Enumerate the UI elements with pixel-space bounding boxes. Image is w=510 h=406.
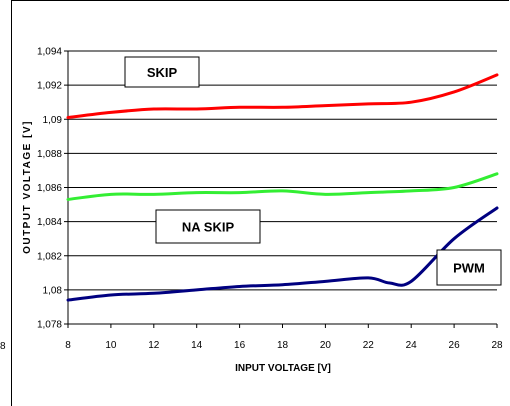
annotation-boxes: SKIP NA SKIP PWM (124, 56, 502, 286)
y-tick-label: 1,086 (37, 183, 62, 194)
chart-frame (11, 0, 509, 406)
y-tick-label: 1,092 (37, 81, 62, 92)
y-tick-label: 1,088 (37, 149, 62, 160)
x-tick-label: 18 (277, 340, 289, 351)
axes (64, 50, 498, 328)
annotation-label-skip: SKIP (147, 65, 178, 80)
y-tick-label: 1,078 (37, 320, 62, 331)
x-tick-label: 10 (105, 340, 117, 351)
annotation-label-na-skip: NA SKIP (182, 220, 235, 235)
x-tick-label: 28 (491, 340, 503, 351)
x-tick-label: 8 (65, 340, 71, 351)
annotation-box-na-skip (155, 209, 261, 244)
gridlines (68, 50, 497, 291)
x-tick-labels: 8 10 12 14 16 18 20 22 24 26 28 (65, 340, 503, 351)
y-tick-labels: 1,078 1,08 1,082 1,084 1,086 1,088 1,09 1,092 1,… (37, 47, 62, 331)
x-tick-label: 26 (449, 340, 461, 351)
y-tick-label: 1,084 (37, 217, 62, 228)
y-axis-title: OUTPUT VOLTAGE [V] (22, 120, 33, 254)
x-tick-label: 20 (320, 340, 332, 351)
y-tick-label: 1,094 (37, 47, 62, 58)
y-tick-label: 1,09 (43, 115, 63, 126)
x-tick-label: 14 (191, 340, 203, 351)
series-lines (66, 73, 499, 302)
series-line-pwm (66, 206, 499, 302)
x-tick-label: 12 (148, 340, 160, 351)
y-tick-label: 1,082 (37, 251, 62, 262)
x-tick-label: 24 (406, 340, 418, 351)
series-line-na-skip (66, 172, 499, 201)
annotation-box-skip (124, 56, 200, 88)
series-line-skip (66, 73, 499, 120)
x-tick-label: 16 (234, 340, 246, 351)
annotation-box-pwm (436, 249, 502, 286)
stray-tick-label: 8 (0, 341, 6, 352)
y-tick-label: 1,08 (43, 285, 63, 296)
x-axis-title: INPUT VOLTAGE [V] (235, 363, 331, 374)
annotation-label-pwm: PWM (453, 261, 485, 276)
x-tick-label: 22 (363, 340, 375, 351)
